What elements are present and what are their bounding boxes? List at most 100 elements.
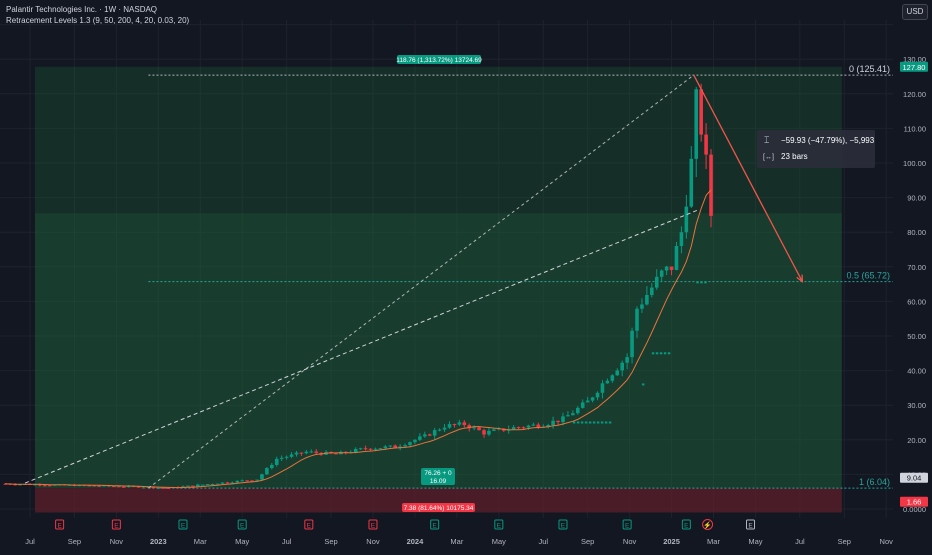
measure-box: ⌶ −59.93 (−47.79%), −5,993 [↔] 23 bars [757, 130, 875, 168]
candle-body [654, 276, 659, 288]
candle-body [245, 480, 249, 482]
candle-body [650, 287, 654, 295]
chart-title: Palantir Technologies Inc. · 1W · NASDAQ [6, 5, 158, 14]
x-tick-label: 2025 [663, 537, 680, 546]
earnings-marker: E [746, 519, 756, 530]
candle-body [462, 422, 467, 426]
earnings-marker-box [178, 519, 188, 530]
earnings-marker: E [558, 519, 568, 530]
y-tick-label: 60.00 [907, 297, 926, 306]
mid-range-label-text: 76.26 + 0 [424, 470, 452, 477]
price-axis-bg [893, 0, 932, 550]
earnings-marker-box [430, 519, 440, 530]
candle-body [210, 484, 215, 486]
candle-body [452, 424, 457, 426]
x-tick-label: Jul [538, 537, 548, 546]
candle-body [388, 445, 393, 447]
candle-body [215, 483, 220, 485]
candle-body [225, 482, 230, 484]
candle-body [393, 445, 397, 448]
earnings-marker-letter: E [625, 523, 630, 530]
candle-body [694, 89, 699, 159]
x-tick-label: Jul [282, 537, 292, 546]
earnings-marker-box [237, 519, 247, 530]
candle-body [585, 400, 590, 403]
candle-body [43, 485, 47, 487]
candle-body [571, 413, 575, 416]
candle-body [166, 487, 170, 489]
top-range-label-text: 118.76 (1,313.72%) 13724.69 [396, 57, 482, 64]
candle-body [679, 232, 684, 246]
candle-body [363, 448, 368, 450]
earnings-marker-letter: E [497, 523, 502, 530]
measure-box-bg [757, 130, 875, 168]
candle-body [600, 383, 605, 393]
earnings-marker-letter: E [57, 523, 62, 530]
x-tick-label: May [748, 537, 762, 546]
earnings-marker-box [681, 519, 691, 530]
candle-body [186, 485, 190, 487]
y-tick-label: 50.00 [907, 332, 926, 341]
earnings-marker-box [558, 519, 568, 530]
candle-body [146, 486, 151, 488]
candle-body [255, 479, 259, 481]
indicator-label[interactable]: Retracement Levels 1.3 (9, 50, 200, 4, 2… [6, 16, 190, 25]
earnings-marker-box [368, 519, 378, 530]
x-tick-label: Sep [324, 537, 337, 546]
earnings-marker: E [430, 519, 440, 530]
y-tick-label: 80.00 [907, 228, 926, 237]
x-tick-label: Sep [581, 537, 594, 546]
signal-dot [600, 421, 604, 424]
earnings-marker: E [681, 519, 691, 530]
signal-dot [641, 383, 645, 386]
candle-body [566, 415, 570, 417]
candle-body [289, 454, 294, 457]
signal-dot [651, 352, 655, 355]
candle-body [368, 448, 373, 450]
candle-body [630, 330, 634, 358]
split-event-icon-glyph: ⚡ [703, 521, 712, 530]
candle-body [659, 270, 664, 277]
measure-height-icon: ⌶ [764, 135, 769, 145]
earnings-marker: E [237, 519, 247, 530]
y-tick-label: 120.00 [903, 90, 926, 99]
candle-body [38, 484, 42, 486]
candle-body [442, 427, 447, 430]
y-tick-label: 100.00 [903, 159, 926, 168]
candle-body [457, 422, 462, 425]
trend-line-upper [148, 74, 695, 489]
candle-body [156, 487, 161, 489]
fib-zone-middle [34, 213, 842, 489]
candle-body [531, 424, 536, 426]
trend-line-lower [24, 209, 699, 484]
candle-body [413, 439, 417, 443]
earnings-marker-box [494, 519, 504, 530]
fib-level-label: 0.5 (65.72) [846, 271, 890, 281]
x-tick-label: Sep [838, 537, 851, 546]
candle-body [408, 442, 412, 446]
candles-group [3, 83, 713, 490]
candle-body [353, 448, 358, 453]
x-tick-label: Sep [68, 537, 81, 546]
currency-button[interactable]: USD [902, 4, 928, 20]
candle-body [423, 434, 427, 437]
candle-body [33, 484, 37, 486]
candle-body [472, 427, 476, 429]
signal-dot [608, 421, 612, 424]
candle-body [447, 424, 452, 428]
candle-body [136, 486, 141, 488]
candle-body [674, 245, 679, 270]
earnings-marker-letter: E [240, 523, 245, 530]
signal-dot [588, 421, 592, 424]
y-tick-label: 40.00 [907, 367, 926, 376]
candle-body [97, 485, 101, 487]
earnings-marker-letter: E [114, 523, 119, 530]
earnings-marker-letter: E [371, 523, 376, 530]
candle-body [605, 380, 610, 384]
mid-price-tag-text: 9.04 [907, 474, 922, 483]
mid-price-tag: 9.04 [900, 472, 928, 483]
candle-body [265, 468, 269, 475]
candle-body [141, 487, 146, 489]
mid-price-tag-bg [900, 472, 928, 483]
